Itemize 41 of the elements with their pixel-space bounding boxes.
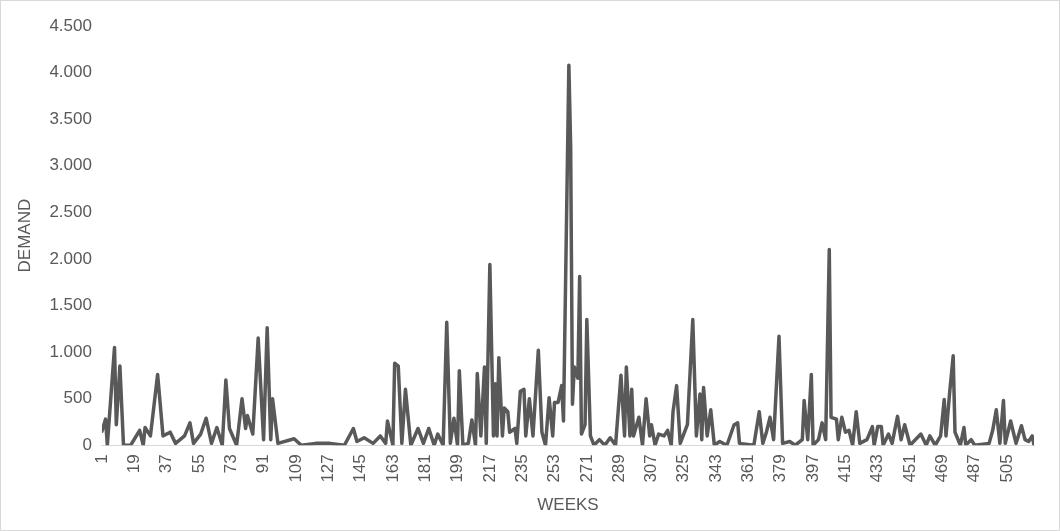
x-axis-title: WEEKS [537,495,599,515]
x-tick-label: 343 [705,454,725,483]
x-tick-label: 19 [123,454,143,474]
y-tick-label: 1.000 [49,341,92,361]
x-tick-label: 415 [835,454,855,483]
y-tick-label: 3.500 [49,108,92,128]
x-tick-label: 433 [867,454,887,483]
x-tick-label: 91 [253,454,273,474]
y-tick-label: 2.500 [49,202,92,222]
x-tick-label: 181 [414,454,434,483]
x-tick-label: 55 [188,454,208,474]
y-tick-label: 500 [63,388,92,408]
x-tick-label: 163 [382,454,402,483]
x-tick-label: 289 [608,454,628,483]
x-tick-label: 1 [91,454,111,464]
x-tick-label: 325 [673,454,693,483]
x-tick-label: 271 [576,454,596,483]
x-tick-label: 397 [802,454,822,483]
x-tick-label: 217 [479,454,499,483]
y-tick-label: 1.500 [49,295,92,315]
x-tick-label: 127 [317,454,337,483]
x-tick-label: 487 [964,454,984,483]
y-tick-label: 4.000 [49,62,92,82]
y-tick-label: 2.000 [49,248,92,268]
y-axis-title: DEMAND [14,198,34,273]
x-tick-label: 73 [220,454,240,474]
x-tick-label: 37 [156,454,176,474]
x-tick-label: 145 [350,454,370,483]
x-tick-label: 253 [544,454,564,483]
x-tick-label: 451 [899,454,919,483]
x-tick-label: 109 [285,454,305,483]
x-tick-label: 307 [641,454,661,483]
x-tick-label: 469 [932,454,952,483]
x-tick-label: 235 [511,454,531,483]
x-tick-label: 379 [770,454,790,483]
x-tick-label: 361 [738,454,758,483]
y-tick-label: 0 [82,434,92,454]
x-tick-label: 199 [447,454,467,483]
y-tick-label: 3.000 [49,155,92,175]
x-tick-label: 505 [996,454,1016,483]
y-tick-label: 4.500 [49,15,92,35]
